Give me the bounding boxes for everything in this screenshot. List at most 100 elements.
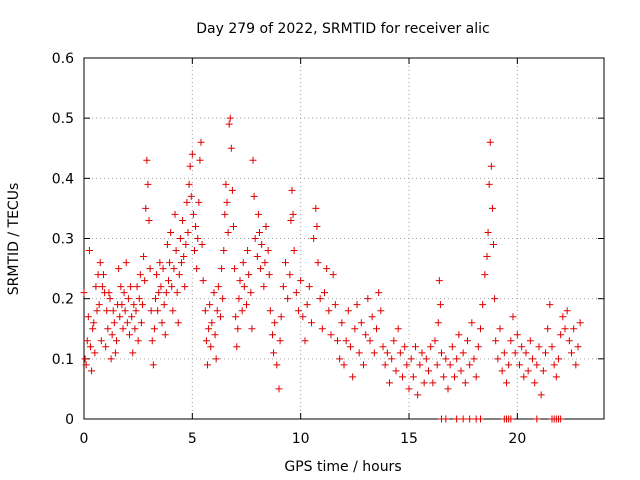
x-tick-label: 10: [292, 431, 310, 447]
data-point: [152, 295, 159, 303]
y-tick-label: 0.6: [52, 51, 74, 67]
data-point: [106, 295, 114, 303]
data-point: [205, 325, 213, 333]
data-point: [442, 355, 450, 363]
data-point: [377, 307, 385, 315]
x-tick-label: 5: [188, 431, 197, 447]
data-point: [576, 319, 584, 327]
data-point: [149, 361, 157, 369]
data-point: [108, 331, 116, 339]
axis-ticks: [83, 57, 604, 420]
data-point: [351, 325, 359, 333]
data-point: [555, 355, 562, 363]
data-point: [394, 325, 402, 333]
data-point: [461, 379, 469, 387]
data-point: [128, 313, 136, 321]
data-point: [81, 355, 89, 363]
data-point: [250, 192, 258, 200]
data-point: [355, 349, 363, 357]
data-point: [100, 271, 107, 279]
data-point: [507, 415, 515, 423]
y-tick-label: 0.1: [52, 352, 74, 368]
data-point: [238, 307, 246, 315]
data-point: [243, 301, 250, 309]
data-point: [459, 415, 467, 423]
data-point: [155, 289, 163, 297]
data-point: [89, 325, 97, 333]
data-point: [303, 301, 311, 309]
data-point: [524, 367, 532, 375]
data-point: [236, 277, 244, 285]
data-point: [516, 361, 523, 369]
data-point: [455, 331, 463, 339]
x-axis-label: GPS time / hours: [284, 459, 401, 475]
data-point: [135, 295, 143, 303]
data-point: [507, 337, 515, 345]
data-point: [218, 265, 226, 273]
data-point: [526, 337, 534, 345]
data-point: [357, 319, 365, 327]
data-point: [251, 235, 259, 242]
data-point: [113, 337, 120, 345]
data-point: [118, 301, 126, 309]
data-point: [174, 319, 182, 327]
data-point: [182, 241, 190, 249]
data-point: [407, 355, 415, 363]
data-point: [484, 228, 492, 236]
data-point: [331, 301, 339, 309]
data-point: [420, 379, 428, 387]
data-point: [505, 361, 513, 369]
data-point: [202, 337, 210, 345]
data-point: [438, 349, 445, 357]
data-point: [470, 355, 478, 363]
data-point: [199, 277, 207, 285]
data-point: [170, 265, 178, 273]
chart-title: Day 279 of 2022, SRMTID for receiver ali…: [196, 21, 489, 37]
data-point: [349, 373, 357, 381]
data-point: [176, 235, 184, 242]
data-point: [120, 289, 128, 297]
data-point: [273, 361, 281, 369]
axis-tick-labels: 0 0.1 0.2 0.3 0.4 0.5 0.6 0 5 10 15 20: [52, 51, 527, 447]
data-point: [188, 150, 196, 158]
data-point: [226, 114, 234, 122]
data-point: [284, 295, 292, 303]
data-point: [570, 325, 578, 333]
data-point: [425, 367, 432, 375]
data-point: [429, 379, 437, 387]
data-point: [401, 343, 409, 351]
data-point: [201, 307, 209, 315]
data-point: [310, 235, 318, 242]
data-point: [485, 180, 493, 188]
data-point: [305, 283, 313, 291]
data-point: [220, 247, 228, 255]
data-point: [221, 210, 229, 218]
data-point: [117, 283, 125, 291]
data-point: [145, 216, 153, 224]
data-point: [198, 241, 206, 249]
data-point: [546, 301, 554, 309]
data-point: [412, 343, 419, 351]
data-point: [477, 325, 484, 333]
data-point: [136, 271, 144, 279]
data-point: [178, 259, 185, 267]
data-point: [146, 265, 154, 273]
data-point: [299, 313, 307, 321]
data-point: [557, 331, 565, 339]
data-point: [271, 319, 279, 327]
data-point: [130, 301, 138, 309]
data-point: [496, 325, 504, 333]
data-point: [329, 271, 337, 279]
data-point: [228, 186, 236, 194]
data-point: [184, 228, 192, 236]
data-point: [219, 295, 227, 303]
data-point: [172, 247, 180, 255]
data-point: [126, 331, 133, 339]
data-point: [175, 271, 183, 279]
data-point: [230, 222, 237, 230]
data-point: [539, 367, 547, 375]
data-point: [105, 289, 113, 297]
data-point: [563, 307, 571, 315]
data-point: [154, 307, 162, 315]
